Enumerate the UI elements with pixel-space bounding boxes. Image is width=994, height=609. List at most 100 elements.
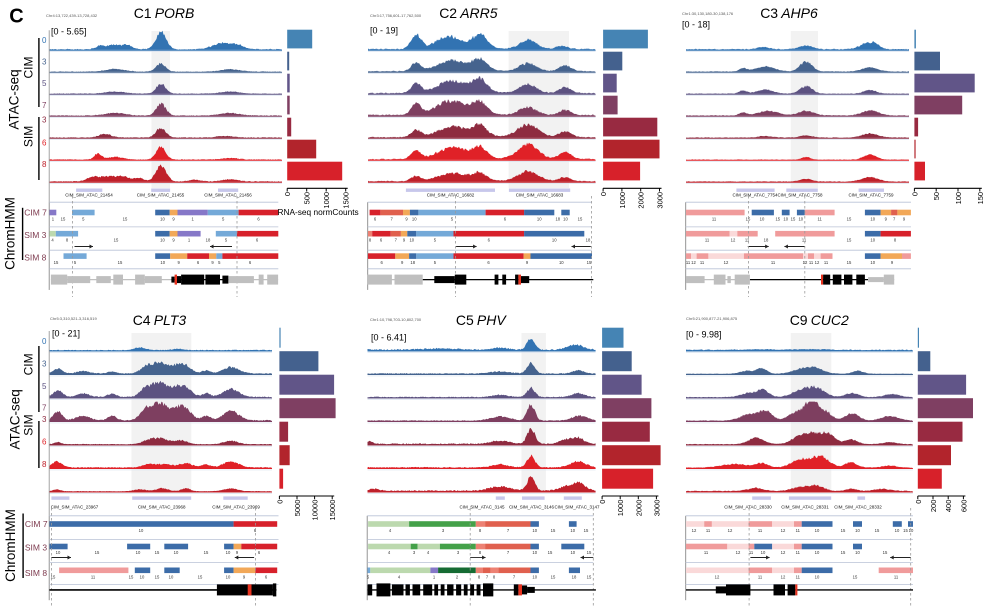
svg-text:12: 12: [781, 550, 786, 555]
svg-text:6: 6: [504, 216, 507, 221]
svg-text:10: 10: [815, 575, 820, 580]
svg-text:10: 10: [169, 575, 174, 580]
svg-text:12: 12: [692, 528, 697, 533]
svg-text:CIM_SIM_ATAC_3145: CIM_SIM_ATAC_3145: [459, 504, 505, 509]
svg-text:5: 5: [74, 260, 77, 265]
svg-text:CIM_SIM_ATAC_23969: CIM_SIM_ATAC_23969: [212, 504, 260, 509]
svg-text:10: 10: [815, 550, 820, 555]
svg-text:15: 15: [129, 575, 134, 580]
svg-text:15: 15: [587, 260, 592, 265]
svg-text:18: 18: [206, 238, 211, 243]
svg-text:3000: 3000: [652, 500, 661, 517]
svg-text:10: 10: [160, 260, 165, 265]
svg-text:12: 12: [781, 528, 786, 533]
svg-text:ChromHMM: ChromHMM: [3, 509, 18, 582]
svg-text:11: 11: [712, 216, 717, 221]
svg-text:[0 - 21]: [0 - 21]: [52, 329, 80, 339]
svg-text:9: 9: [885, 216, 888, 221]
svg-text:4: 4: [388, 550, 391, 555]
svg-text:1: 1: [433, 575, 436, 580]
svg-text:Chr5:3,310,521-3,316,519: Chr5:3,310,521-3,316,519: [50, 316, 97, 321]
svg-text:5: 5: [367, 575, 370, 580]
svg-text:CIM_SIM_ATAC_16682: CIM_SIM_ATAC_16682: [427, 193, 475, 198]
svg-text:9: 9: [401, 260, 404, 265]
svg-text:6: 6: [197, 260, 200, 265]
svg-text:9: 9: [236, 550, 239, 555]
svg-text:[0 - 9.98]: [0 - 9.98]: [686, 330, 722, 340]
svg-text:CIM 7: CIM 7: [25, 519, 48, 529]
svg-text:CIM_SIM_ATAC_28332: CIM_SIM_ATAC_28332: [834, 504, 882, 509]
svg-text:12: 12: [724, 260, 729, 265]
svg-text:0: 0: [910, 192, 919, 196]
svg-text:CIM: CIM: [22, 57, 36, 79]
svg-text:Chr1:30,130,180-30,138,176: Chr1:30,130,180-30,138,176: [682, 11, 734, 16]
svg-text:[0 - 18]: [0 - 18]: [682, 20, 710, 30]
svg-text:8: 8: [42, 460, 47, 469]
svg-text:18: 18: [410, 260, 415, 265]
svg-text:9: 9: [891, 260, 894, 265]
svg-text:12: 12: [803, 260, 808, 265]
svg-text:18: 18: [586, 238, 591, 243]
svg-text:3: 3: [42, 116, 47, 125]
svg-text:10: 10: [56, 550, 61, 555]
svg-text:5: 5: [451, 216, 454, 221]
svg-text:4: 4: [398, 575, 401, 580]
svg-text:10: 10: [760, 216, 765, 221]
svg-text:7: 7: [391, 216, 394, 221]
svg-text:500: 500: [303, 192, 312, 205]
svg-text:1: 1: [52, 216, 55, 221]
svg-text:9: 9: [243, 575, 246, 580]
svg-text:3: 3: [42, 360, 47, 369]
svg-text:PLT3: PLT3: [154, 312, 187, 328]
svg-text:6: 6: [381, 260, 384, 265]
svg-text:7: 7: [507, 550, 510, 555]
svg-text:AHP6: AHP6: [780, 5, 818, 21]
svg-text:PORB: PORB: [155, 5, 195, 21]
svg-text:RNA-seq normCounts: RNA-seq normCounts: [278, 207, 359, 217]
svg-text:ATAC-seq: ATAC-seq: [7, 69, 22, 129]
svg-text:10: 10: [798, 216, 803, 221]
svg-text:18: 18: [764, 238, 769, 243]
svg-text:C4: C4: [133, 312, 151, 328]
svg-text:7: 7: [507, 528, 510, 533]
svg-text:15: 15: [548, 550, 553, 555]
svg-text:1000: 1000: [618, 192, 627, 209]
svg-text:10000: 10000: [311, 500, 320, 521]
svg-text:C1: C1: [134, 5, 152, 21]
svg-text:12: 12: [815, 260, 820, 265]
svg-text:ChromHMM: ChromHMM: [2, 197, 17, 270]
svg-text:11: 11: [796, 550, 801, 555]
svg-text:10: 10: [855, 550, 860, 555]
svg-text:15: 15: [551, 575, 556, 580]
svg-text:200: 200: [929, 500, 938, 513]
svg-text:15: 15: [551, 528, 556, 533]
svg-text:6: 6: [488, 238, 491, 243]
svg-text:15: 15: [54, 260, 59, 265]
svg-text:CIM_SIM_ATAC_7754: CIM_SIM_ATAC_7754: [732, 193, 778, 198]
svg-text:10: 10: [783, 216, 788, 221]
svg-text:10: 10: [532, 575, 537, 580]
svg-text:9: 9: [405, 216, 408, 221]
svg-text:2000: 2000: [637, 192, 646, 209]
svg-text:10: 10: [761, 550, 766, 555]
svg-text:11: 11: [704, 550, 709, 555]
svg-text:15: 15: [847, 216, 852, 221]
svg-text:50: 50: [932, 192, 941, 200]
svg-text:6: 6: [380, 238, 383, 243]
svg-text:11: 11: [771, 260, 776, 265]
svg-text:3: 3: [457, 550, 460, 555]
svg-text:12: 12: [731, 238, 736, 243]
svg-text:6: 6: [249, 260, 252, 265]
svg-text:0: 0: [283, 192, 292, 196]
svg-text:12: 12: [781, 575, 786, 580]
svg-text:7: 7: [42, 101, 47, 110]
svg-text:1000: 1000: [322, 192, 331, 209]
svg-text:11: 11: [700, 260, 705, 265]
svg-text:15: 15: [61, 216, 66, 221]
svg-text:15: 15: [841, 550, 846, 555]
svg-text:10: 10: [409, 238, 414, 243]
svg-text:2: 2: [456, 575, 459, 580]
svg-text:10: 10: [870, 238, 875, 243]
svg-text:15: 15: [847, 260, 852, 265]
svg-text:7: 7: [486, 575, 489, 580]
